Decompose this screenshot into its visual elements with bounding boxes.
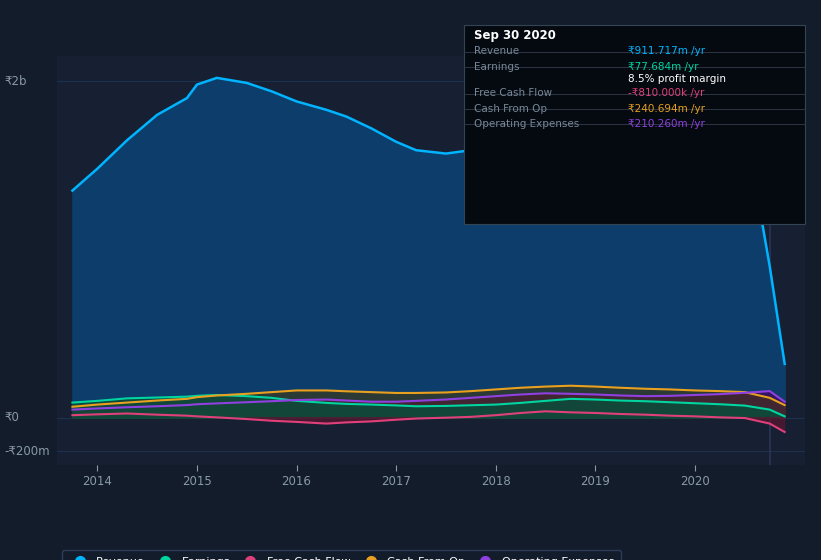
Text: -₹200m: -₹200m — [4, 445, 50, 458]
Text: Operating Expenses: Operating Expenses — [474, 119, 579, 129]
Text: ₹0: ₹0 — [4, 411, 19, 424]
Text: Revenue: Revenue — [474, 46, 519, 57]
Text: ₹77.684m /yr: ₹77.684m /yr — [628, 62, 699, 72]
Text: Earnings: Earnings — [474, 62, 519, 72]
Text: ₹240.694m /yr: ₹240.694m /yr — [628, 104, 705, 114]
Text: Sep 30 2020: Sep 30 2020 — [474, 29, 556, 42]
Text: -₹810.000k /yr: -₹810.000k /yr — [628, 88, 704, 99]
Text: ₹210.260m /yr: ₹210.260m /yr — [628, 119, 705, 129]
Text: ₹911.717m /yr: ₹911.717m /yr — [628, 46, 705, 57]
Text: ₹2b: ₹2b — [4, 74, 26, 88]
Legend: Revenue, Earnings, Free Cash Flow, Cash From Op, Operating Expenses: Revenue, Earnings, Free Cash Flow, Cash … — [62, 550, 621, 560]
Text: Cash From Op: Cash From Op — [474, 104, 547, 114]
Text: Free Cash Flow: Free Cash Flow — [474, 88, 552, 99]
Text: 8.5% profit margin: 8.5% profit margin — [628, 74, 726, 85]
